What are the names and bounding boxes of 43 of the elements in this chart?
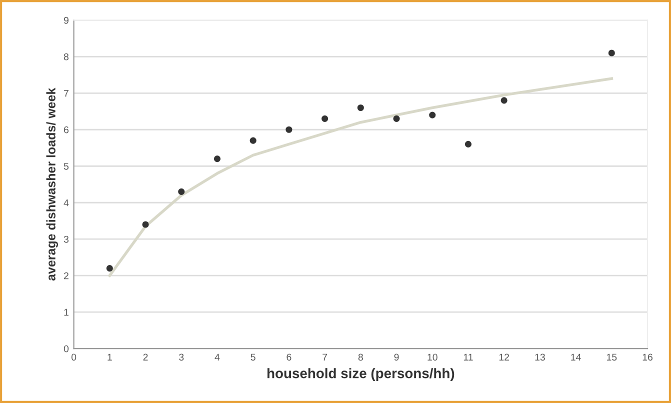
point: [286, 126, 292, 133]
x-tick-label: 13: [535, 354, 545, 361]
x-tick-label: 3: [179, 354, 184, 361]
y-axis-title: average dishwasher loads/ week: [46, 88, 58, 281]
x-tick-label: 4: [214, 354, 220, 360]
y-tick-label: 4: [64, 199, 69, 206]
x-tick-label: 16: [642, 354, 652, 361]
x-tick-label: 11: [464, 354, 473, 360]
x-tick-label: 15: [606, 354, 617, 361]
x-tick-label: 14: [571, 354, 581, 360]
x-tick-label: 12: [499, 354, 510, 360]
point: [429, 112, 436, 118]
y-tick-label: 6: [64, 126, 69, 134]
x-tick-label: 1: [108, 354, 112, 360]
point: [214, 156, 221, 162]
point: [106, 265, 113, 272]
x-tick-label: 7: [322, 354, 328, 360]
point: [608, 50, 615, 56]
y-tick-label: 5: [64, 162, 69, 170]
point: [178, 188, 185, 195]
y-tick-label: 3: [64, 236, 69, 243]
x-axis-title: household size (persons/hh): [267, 368, 454, 382]
point: [250, 137, 256, 144]
y-tick-label: 1: [64, 308, 68, 316]
x-tick-label: 2: [143, 354, 148, 360]
point: [393, 115, 400, 122]
y-tick-label: 9: [64, 16, 68, 24]
x-tick-label: 0: [71, 354, 76, 361]
y-tick-label: 8: [64, 53, 69, 60]
x-tick-label: 10: [428, 354, 438, 361]
y-tick-label: 2: [64, 272, 68, 280]
point: [500, 97, 508, 104]
y-tick-label: 0: [64, 345, 69, 352]
point: [142, 221, 149, 228]
x-tick-label: 6: [286, 354, 292, 361]
point: [357, 104, 364, 112]
x-tick-label: 8: [358, 354, 363, 361]
point: [464, 140, 472, 148]
point: [322, 115, 328, 122]
line-series: [108, 77, 614, 277]
y-tick-label: 7: [64, 90, 68, 97]
x-tick-label: 5: [250, 354, 256, 361]
x-tick-label: 9: [394, 354, 399, 361]
